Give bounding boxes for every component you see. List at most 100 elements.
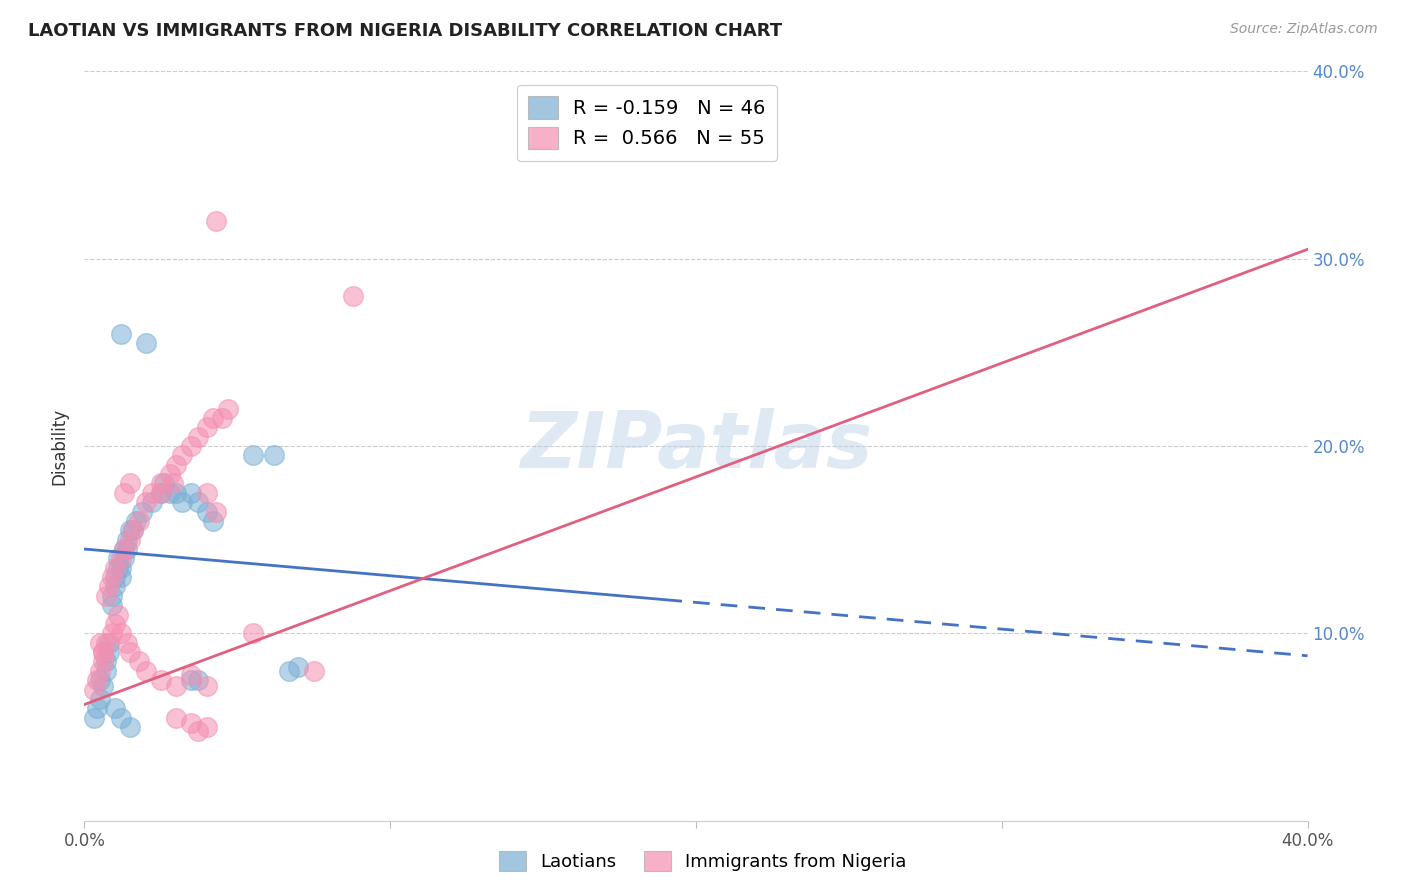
- Point: [149, 486, 172, 500]
- Point: [89, 692, 111, 706]
- Point: [186, 430, 208, 444]
- Point: [195, 505, 218, 519]
- Point: [83, 710, 105, 724]
- Point: [128, 655, 150, 669]
- Point: [159, 467, 181, 482]
- Point: [110, 561, 132, 575]
- Point: [110, 326, 132, 341]
- Point: [110, 710, 132, 724]
- Point: [101, 570, 124, 584]
- Point: [110, 570, 132, 584]
- Point: [180, 486, 202, 500]
- Point: [94, 664, 117, 678]
- Text: LAOTIAN VS IMMIGRANTS FROM NIGERIA DISABILITY CORRELATION CHART: LAOTIAN VS IMMIGRANTS FROM NIGERIA DISAB…: [28, 22, 782, 40]
- Y-axis label: Disability: Disability: [51, 408, 69, 484]
- Point: [120, 533, 142, 547]
- Point: [91, 655, 114, 669]
- Point: [112, 486, 135, 500]
- Point: [149, 673, 172, 688]
- Point: [104, 570, 127, 584]
- Point: [195, 720, 218, 734]
- Point: [104, 561, 127, 575]
- Point: [302, 664, 325, 678]
- Point: [211, 411, 233, 425]
- Point: [180, 716, 202, 731]
- Point: [104, 617, 127, 632]
- Point: [162, 476, 184, 491]
- Point: [195, 486, 218, 500]
- Point: [135, 336, 157, 351]
- Point: [107, 551, 129, 566]
- Point: [165, 486, 187, 500]
- Point: [115, 635, 138, 649]
- Point: [91, 645, 114, 659]
- Point: [242, 626, 264, 640]
- Legend: Laotians, Immigrants from Nigeria: Laotians, Immigrants from Nigeria: [492, 844, 914, 879]
- Point: [165, 679, 187, 693]
- Point: [107, 561, 129, 575]
- Point: [97, 580, 120, 594]
- Point: [205, 505, 228, 519]
- Point: [120, 476, 142, 491]
- Point: [135, 664, 157, 678]
- Point: [172, 495, 194, 509]
- Point: [89, 635, 111, 649]
- Point: [101, 626, 124, 640]
- Point: [115, 542, 138, 557]
- Point: [149, 476, 172, 491]
- Point: [115, 533, 138, 547]
- Point: [195, 420, 218, 434]
- Point: [165, 710, 187, 724]
- Point: [149, 486, 172, 500]
- Point: [91, 645, 114, 659]
- Point: [89, 664, 111, 678]
- Point: [342, 289, 364, 303]
- Point: [172, 449, 194, 463]
- Point: [153, 476, 176, 491]
- Point: [97, 635, 120, 649]
- Text: ZIPatlas: ZIPatlas: [520, 408, 872, 484]
- Point: [101, 599, 124, 613]
- Point: [94, 655, 117, 669]
- Point: [242, 449, 264, 463]
- Point: [141, 486, 163, 500]
- Point: [86, 701, 108, 715]
- Point: [97, 645, 120, 659]
- Point: [110, 551, 132, 566]
- Point: [263, 449, 285, 463]
- Point: [112, 542, 135, 557]
- Point: [141, 495, 163, 509]
- Point: [83, 682, 105, 697]
- Point: [120, 645, 142, 659]
- Point: [180, 439, 202, 453]
- Point: [112, 551, 135, 566]
- Point: [201, 514, 224, 528]
- Point: [120, 720, 142, 734]
- Point: [201, 411, 224, 425]
- Point: [122, 524, 145, 538]
- Point: [89, 673, 111, 688]
- Point: [104, 580, 127, 594]
- Point: [195, 679, 218, 693]
- Point: [186, 495, 208, 509]
- Point: [125, 514, 148, 528]
- Text: Source: ZipAtlas.com: Source: ZipAtlas.com: [1230, 22, 1378, 37]
- Point: [120, 524, 142, 538]
- Point: [180, 673, 202, 688]
- Point: [94, 635, 117, 649]
- Point: [159, 486, 181, 500]
- Point: [101, 589, 124, 603]
- Point: [128, 514, 150, 528]
- Point: [180, 667, 202, 681]
- Point: [122, 524, 145, 538]
- Point: [91, 679, 114, 693]
- Point: [186, 723, 208, 738]
- Legend: R = -0.159   N = 46, R =  0.566   N = 55: R = -0.159 N = 46, R = 0.566 N = 55: [517, 85, 778, 161]
- Point: [104, 701, 127, 715]
- Point: [94, 589, 117, 603]
- Point: [278, 664, 301, 678]
- Point: [217, 401, 239, 416]
- Point: [205, 214, 228, 228]
- Point: [131, 505, 153, 519]
- Point: [86, 673, 108, 688]
